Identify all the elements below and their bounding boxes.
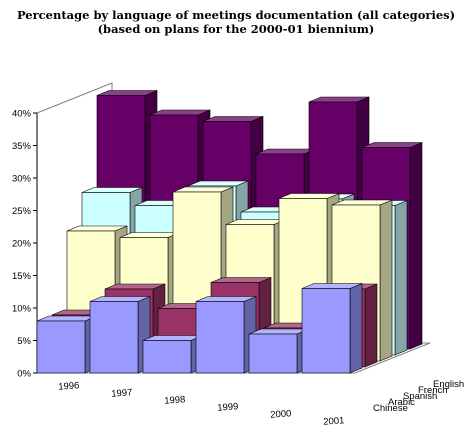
series-label-arabic: Arabic	[388, 397, 415, 408]
bar-side-english-2001	[409, 142, 423, 350]
series-label-english: English	[433, 379, 464, 390]
chart-title: Percentage by language of meetings docum…	[16, 8, 456, 22]
bar-chinese-1998	[142, 340, 192, 374]
y-tick-label: 25%	[12, 206, 32, 217]
series-label-chinese: Chinese	[373, 403, 408, 414]
y-tick-label: 0%	[17, 369, 31, 380]
chart-subtitle: (based on plans for the 2000-01 biennium…	[97, 22, 375, 36]
x-tick-label: 2001	[323, 415, 345, 427]
x-tick-label: 1998	[164, 394, 186, 406]
x-tick-label: 1997	[111, 387, 133, 399]
bar-chinese-1999	[195, 301, 245, 374]
bar-chinese-1996	[36, 320, 86, 374]
x-tick-label: 1999	[217, 401, 239, 413]
y-tick-label: 20%	[12, 239, 32, 250]
bar-chinese-2000	[248, 333, 298, 374]
x-tick-label: 1996	[58, 380, 80, 392]
bar-side-spanish-2001	[379, 199, 393, 362]
bar-side-french-2001	[394, 200, 408, 356]
y-tick-label: 30%	[12, 174, 32, 185]
series-label-french: French	[418, 385, 448, 396]
bar-side-arabic-2001	[364, 283, 378, 368]
bar-chinese-1997	[89, 301, 139, 374]
bar-side-chinese-2001	[349, 283, 363, 374]
y-tick-label: 5%	[17, 336, 31, 347]
y-tick-label: 40%	[12, 109, 32, 120]
y-tick-label: 35%	[12, 141, 32, 152]
x-tick-label: 2000	[270, 408, 292, 420]
bar-chinese-2001	[301, 288, 351, 374]
y-tick-label: 15%	[12, 271, 32, 282]
series-label-spanish: Spanish	[403, 391, 437, 402]
y-tick-label: 10%	[12, 304, 32, 315]
